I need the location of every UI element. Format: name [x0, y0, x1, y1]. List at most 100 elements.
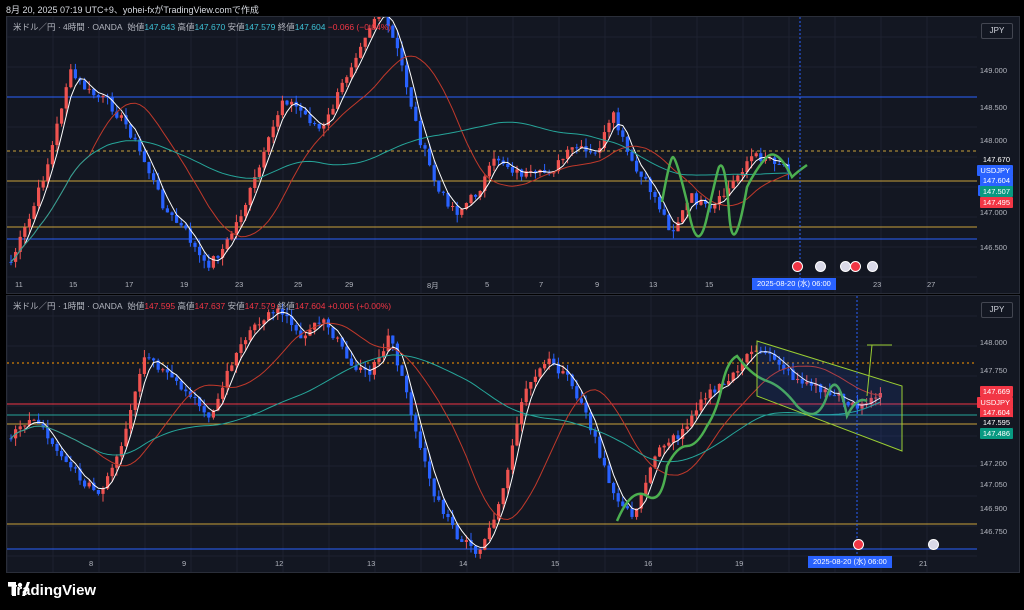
candle-body: [713, 389, 717, 393]
event-icon[interactable]: [853, 539, 864, 550]
candle-body: [239, 216, 243, 223]
candle-body: [234, 222, 239, 234]
candle-body: [648, 178, 653, 193]
candlestick-chart[interactable]: [7, 17, 1019, 293]
cursor-date-label: 2025-08-20 (水) 06:00: [808, 556, 892, 568]
candle-body: [680, 210, 685, 223]
candle-body: [547, 358, 551, 365]
chart-pane-1h[interactable]: 米ドル／円 · 1時間 · OANDA 始値147.595 高値147.637 …: [6, 295, 1020, 573]
candle-body: [96, 490, 101, 494]
candle-body: [299, 106, 303, 111]
price-axis-label: 147.750: [979, 366, 1007, 375]
candle-body: [409, 87, 413, 107]
candle-body: [151, 173, 156, 180]
candle-body: [644, 482, 648, 495]
time-axis-label: 21: [919, 559, 928, 568]
candle-body: [671, 230, 676, 232]
target-line: [866, 344, 873, 397]
candle-body: [50, 145, 55, 165]
candle-body: [197, 246, 202, 256]
candle-body: [243, 340, 248, 345]
candle-body: [506, 469, 510, 489]
candle-body: [450, 206, 455, 208]
candle-body: [703, 200, 708, 204]
candle-body: [506, 163, 510, 168]
currency-button[interactable]: JPY: [981, 302, 1013, 318]
time-axis-label: 13: [367, 559, 376, 568]
candle-body: [694, 193, 699, 205]
candle-body: [128, 124, 133, 138]
candle-body: [648, 467, 653, 483]
candle-body: [717, 196, 722, 205]
candle-body: [32, 419, 36, 421]
candle-body: [726, 381, 731, 385]
candle-body: [340, 82, 344, 93]
chart-pane-4h[interactable]: 米ドル／円 · 4時間 · OANDA 始値147.643 高値147.670 …: [6, 16, 1020, 294]
candle-body: [101, 488, 105, 494]
candle-body: [611, 112, 616, 123]
candle-body: [92, 88, 96, 96]
candle-body: [404, 65, 409, 88]
us-flag-event-icon[interactable]: [928, 539, 939, 550]
price-axis-label: 146.900: [979, 504, 1007, 513]
candle-body: [96, 95, 101, 97]
candle-body: [64, 87, 68, 109]
candle-body: [400, 365, 404, 376]
candle-body: [202, 406, 206, 413]
us-flag-event-icon[interactable]: [867, 261, 878, 272]
candle-body: [308, 329, 312, 336]
candle-body: [138, 139, 142, 152]
candle-body: [552, 358, 556, 364]
candle-body: [161, 369, 165, 371]
candle-body: [193, 397, 197, 399]
candle-body: [133, 137, 137, 140]
candle-body: [878, 393, 883, 398]
candle-body: [230, 233, 234, 240]
candle-body: [147, 357, 151, 359]
candle-body: [510, 445, 515, 470]
candle-body: [23, 425, 27, 427]
candle-body: [805, 382, 809, 384]
price-axis-label: 146.750: [979, 527, 1007, 536]
event-icon[interactable]: [792, 261, 803, 272]
candle-body: [349, 358, 354, 366]
candle-body: [119, 115, 124, 118]
candle-body: [749, 156, 754, 162]
candle-body: [860, 403, 864, 409]
candle-body: [55, 123, 59, 146]
candle-body: [27, 420, 32, 426]
candle-body: [124, 115, 128, 125]
candle-body: [427, 148, 432, 166]
us-flag-event-icon[interactable]: [815, 261, 826, 272]
candle-body: [731, 180, 735, 189]
close-value: 147.604: [294, 22, 326, 32]
candle-body: [515, 169, 519, 173]
candle-body: [266, 312, 271, 321]
candle-body: [519, 402, 524, 425]
candle-body: [133, 391, 137, 410]
candle-body: [524, 388, 528, 403]
candle-body: [386, 335, 390, 352]
change-value: −0.066 (−0.04%): [327, 22, 392, 32]
currency-button[interactable]: JPY: [981, 23, 1013, 39]
candle-body: [345, 77, 349, 83]
candle-body: [73, 467, 78, 469]
candle-body: [634, 160, 639, 172]
candle-body: [800, 378, 804, 384]
price-tag: 147.507: [979, 186, 1013, 197]
candle-body: [561, 371, 565, 374]
candle-body: [694, 410, 699, 416]
candle-body: [262, 320, 266, 325]
candle-body: [363, 37, 367, 47]
candlestick-chart[interactable]: [7, 296, 1019, 572]
candle-body: [285, 314, 289, 317]
candle-body: [335, 337, 340, 339]
candle-body: [308, 114, 312, 124]
candle-body: [473, 194, 478, 197]
candle-body: [285, 100, 289, 105]
candle-body: [538, 368, 542, 377]
candle-body: [699, 399, 703, 411]
event-icon[interactable]: [850, 261, 861, 272]
candle-body: [87, 88, 91, 90]
candle-body: [662, 209, 666, 215]
